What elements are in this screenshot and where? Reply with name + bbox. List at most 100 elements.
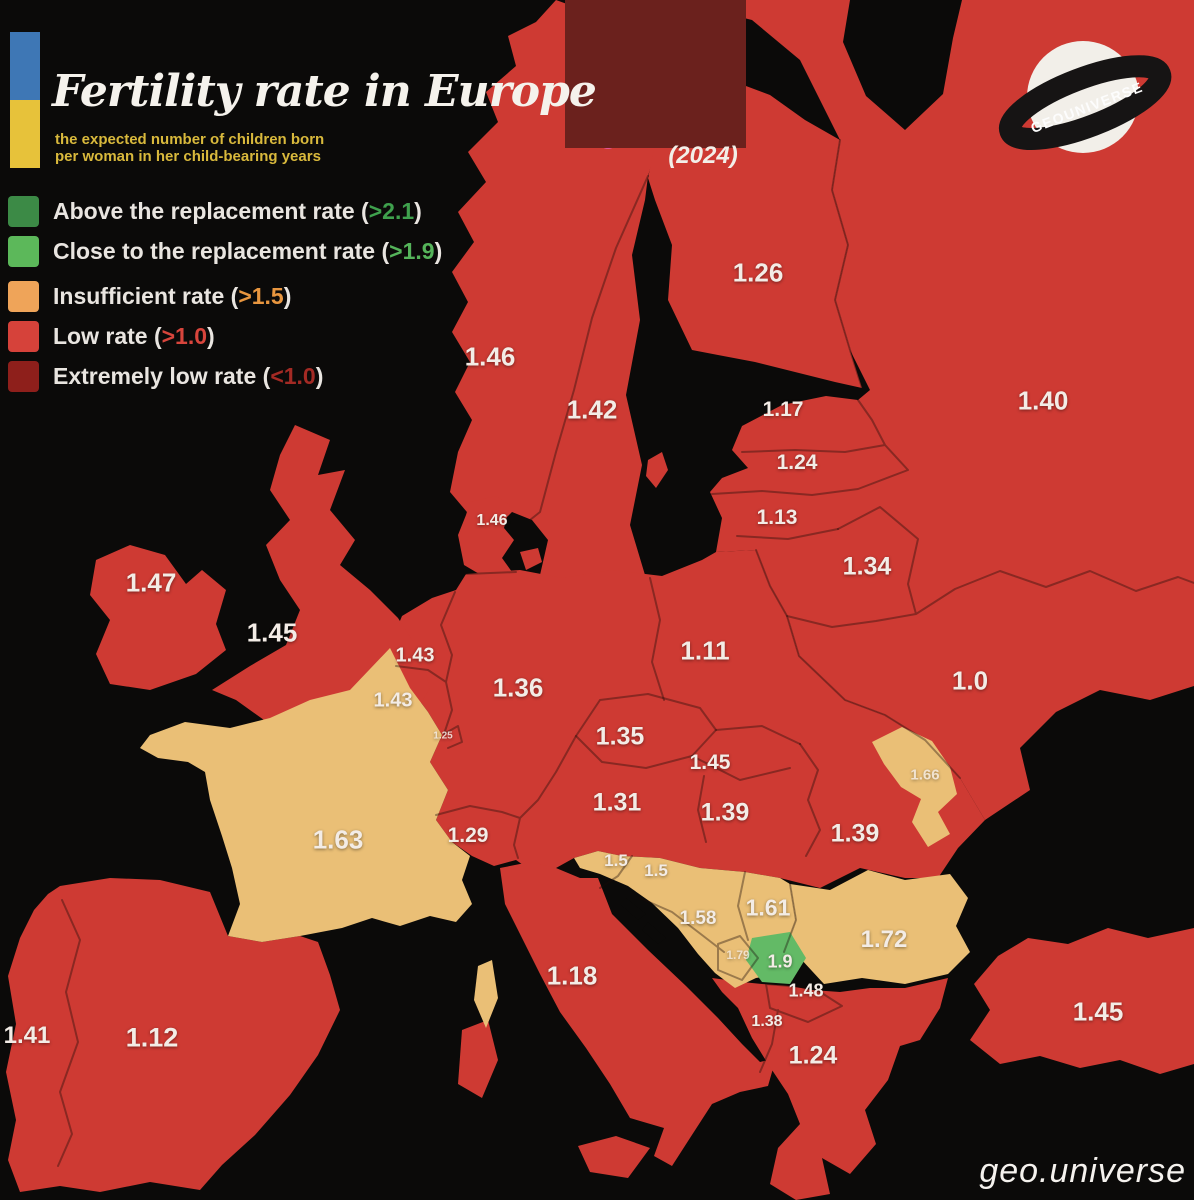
legend-label: Extremely low rate (<1.0) bbox=[53, 362, 324, 389]
value-label-albania: 1.38 bbox=[751, 1013, 783, 1030]
subtitle-line-2: per woman in her child-bearing years bbox=[55, 148, 321, 165]
value-label-belgium: 1.43 bbox=[373, 689, 413, 712]
flag-blue-stripe bbox=[10, 32, 40, 100]
page-subtitle: the expected number of children born per… bbox=[55, 131, 324, 165]
value-label-portugal: 1.41 bbox=[3, 1022, 51, 1049]
value-label-austria: 1.31 bbox=[592, 788, 642, 817]
shape-south-balkans bbox=[712, 978, 948, 1200]
border-poland-east bbox=[755, 549, 961, 779]
legend-label: Low rate (>1.0) bbox=[53, 322, 215, 349]
legend-label: Close to the replacement rate (>1.9) bbox=[53, 237, 443, 264]
value-label-belarus: 1.34 bbox=[842, 552, 892, 581]
value-label-montenegro: 1.79 bbox=[726, 948, 750, 962]
subtitle-line-1: the expected number of children born bbox=[55, 131, 325, 148]
value-label-slovenia: 1.5 bbox=[604, 851, 628, 870]
geouniverse-logo: GEOUNIVERSE bbox=[998, 41, 1172, 153]
value-label-serbia: 1.61 bbox=[745, 894, 791, 921]
border-benelux bbox=[395, 591, 463, 749]
value-label-latvia: 1.24 bbox=[776, 451, 818, 474]
value-label-ukraine: 1.0 bbox=[951, 665, 989, 696]
shape-central-europe bbox=[392, 550, 985, 888]
border-denmark-germany bbox=[465, 571, 517, 575]
shape-moldova bbox=[872, 727, 957, 847]
value-label-north-macedonia: 1.48 bbox=[788, 980, 824, 1001]
shape-scandinavia bbox=[450, 0, 698, 612]
border-germany-poland bbox=[649, 577, 665, 701]
shape-sicily bbox=[578, 1136, 650, 1178]
legend-swatch-light-green bbox=[8, 235, 39, 267]
watermark: geo.universe bbox=[979, 1152, 1186, 1190]
border-austria-switzerland bbox=[435, 735, 577, 859]
flag-yellow-stripe bbox=[10, 100, 40, 168]
shape-sardinia bbox=[458, 1020, 498, 1098]
legend-row-close-replacement: Close to the replacement rate (>1.9) bbox=[8, 234, 442, 268]
shape-bulgaria bbox=[784, 870, 970, 984]
page-title: Fertility rate in Europe bbox=[52, 66, 597, 117]
value-label-estonia: 1.17 bbox=[762, 398, 804, 421]
shape-gotland bbox=[646, 452, 668, 488]
value-label-netherlands: 1.43 bbox=[395, 644, 435, 667]
shape-turkey bbox=[970, 928, 1194, 1074]
legend-swatch-dark-green bbox=[8, 195, 39, 227]
value-label-finland: 1.26 bbox=[732, 257, 784, 288]
value-label-slovakia: 1.45 bbox=[689, 751, 731, 774]
border-czechia bbox=[575, 693, 717, 769]
border-west-balkans bbox=[599, 855, 797, 981]
border-norway-sweden bbox=[529, 175, 649, 521]
shape-iberia bbox=[6, 878, 340, 1192]
legend-swatch-orange bbox=[8, 280, 39, 312]
value-label-norway: 1.46 bbox=[464, 341, 516, 372]
value-label-sweden: 1.42 bbox=[566, 394, 618, 425]
border-finland-russia bbox=[831, 139, 863, 389]
value-label-croatia: 1.5 bbox=[644, 861, 668, 880]
border-hungary-romania bbox=[799, 743, 821, 857]
value-label-luxembourg: 1.25 bbox=[433, 730, 453, 742]
value-label-moldova: 1.66 bbox=[910, 766, 940, 784]
value-label-greece: 1.24 bbox=[788, 1041, 838, 1070]
shape-france bbox=[140, 648, 472, 942]
shape-italy bbox=[500, 862, 776, 1166]
year-label: (2024) bbox=[668, 142, 738, 169]
shape-west-balkans bbox=[574, 851, 796, 988]
shape-kosovo bbox=[746, 932, 806, 984]
value-label-czechia: 1.35 bbox=[595, 722, 645, 751]
value-label-bosnia-and-herzegovina: 1.58 bbox=[679, 908, 717, 929]
value-label-lithuania: 1.13 bbox=[756, 506, 798, 529]
border-portugal-spain bbox=[57, 899, 81, 1167]
shape-corsica bbox=[474, 960, 498, 1028]
shape-denmark bbox=[458, 496, 514, 578]
legend-row-low: Low rate (>1.0) bbox=[8, 319, 215, 353]
border-baltics bbox=[711, 399, 909, 540]
shape-ireland bbox=[90, 545, 226, 690]
value-label-united-kingdom: 1.45 bbox=[246, 617, 298, 648]
legend-label: Above the replacement rate (>2.1) bbox=[53, 197, 422, 224]
border-slovakia-hungary bbox=[691, 725, 801, 843]
border-macedonia-albania-greece bbox=[759, 983, 843, 1073]
value-label-hungary: 1.39 bbox=[700, 798, 750, 827]
value-label-poland: 1.11 bbox=[680, 635, 730, 666]
value-label-turkey: 1.45 bbox=[1072, 996, 1124, 1027]
value-label-switzerland: 1.29 bbox=[447, 824, 489, 847]
border-belarus-ukraine-russia bbox=[786, 506, 1194, 628]
value-label-bulgaria: 1.72 bbox=[860, 926, 908, 953]
value-label-russia: 1.40 bbox=[1017, 385, 1069, 416]
shape-adriatic-islands bbox=[620, 898, 666, 944]
legend-row-above-replacement: Above the replacement rate (>2.1) bbox=[8, 194, 422, 228]
legend-swatch-dark-red bbox=[8, 360, 39, 392]
value-label-france: 1.63 bbox=[312, 824, 364, 855]
shape-east-europe bbox=[672, 0, 1194, 820]
value-label-ireland: 1.47 bbox=[125, 567, 177, 598]
title-backdrop-rect bbox=[565, 0, 746, 148]
value-label-italy: 1.18 bbox=[546, 960, 598, 991]
shape-finland bbox=[648, 80, 862, 388]
legend-label: Insufficient rate (>1.5) bbox=[53, 282, 292, 309]
value-label-spain: 1.12 bbox=[125, 1022, 179, 1053]
value-label-kosovo: 1.9 bbox=[767, 951, 793, 972]
logo-ring bbox=[998, 55, 1172, 150]
legend-swatch-red bbox=[8, 320, 39, 352]
value-label-denmark: 1.46 bbox=[476, 512, 508, 529]
ukraine-flag-bar bbox=[10, 32, 40, 168]
value-label-germany: 1.36 bbox=[492, 672, 544, 703]
